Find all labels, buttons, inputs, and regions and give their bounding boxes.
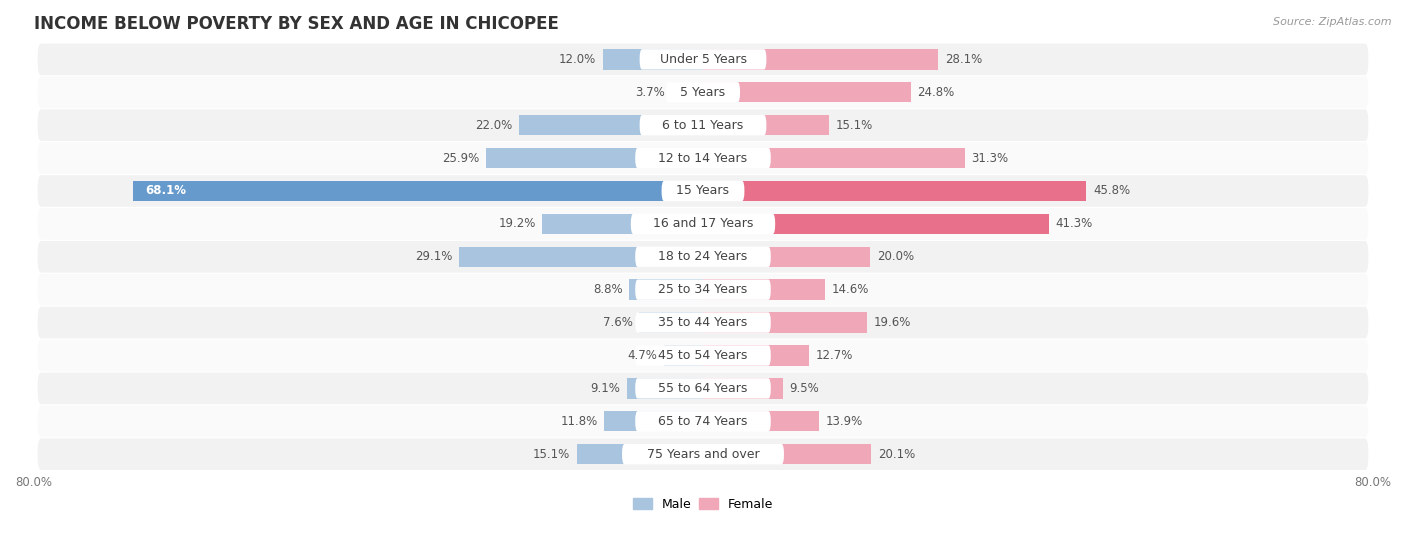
Bar [664, 345, 703, 366]
Text: 9.1%: 9.1% [591, 382, 620, 395]
Bar [134, 181, 703, 201]
FancyBboxPatch shape [38, 44, 1368, 75]
FancyBboxPatch shape [662, 181, 744, 201]
FancyBboxPatch shape [38, 340, 1368, 371]
FancyBboxPatch shape [38, 405, 1368, 437]
FancyBboxPatch shape [636, 345, 770, 366]
FancyBboxPatch shape [38, 208, 1368, 240]
Text: 15 Years: 15 Years [676, 184, 730, 197]
Text: 3.7%: 3.7% [636, 86, 665, 99]
FancyBboxPatch shape [640, 115, 766, 135]
Text: 68.1%: 68.1% [146, 184, 187, 197]
FancyBboxPatch shape [38, 274, 1368, 305]
Text: 75 Years and over: 75 Years and over [647, 448, 759, 461]
Text: 29.1%: 29.1% [415, 250, 453, 263]
FancyBboxPatch shape [666, 82, 740, 102]
Text: 15.1%: 15.1% [533, 448, 569, 461]
Bar [703, 82, 911, 102]
Bar [703, 115, 830, 135]
Text: 6 to 11 Years: 6 to 11 Years [662, 119, 744, 132]
FancyBboxPatch shape [38, 175, 1368, 207]
FancyBboxPatch shape [38, 438, 1368, 470]
Bar [703, 214, 1049, 234]
Text: Source: ZipAtlas.com: Source: ZipAtlas.com [1274, 17, 1392, 27]
FancyBboxPatch shape [631, 214, 775, 234]
Text: 15.1%: 15.1% [837, 119, 873, 132]
Text: 18 to 24 Years: 18 to 24 Years [658, 250, 748, 263]
Text: 12.0%: 12.0% [558, 53, 596, 66]
Legend: Male, Female: Male, Female [628, 492, 778, 516]
Text: 13.9%: 13.9% [825, 415, 863, 428]
Text: 5 Years: 5 Years [681, 86, 725, 99]
Bar [519, 115, 703, 135]
FancyBboxPatch shape [636, 247, 770, 267]
Text: 12 to 14 Years: 12 to 14 Years [658, 151, 748, 164]
Bar [703, 444, 872, 465]
Text: INCOME BELOW POVERTY BY SEX AND AGE IN CHICOPEE: INCOME BELOW POVERTY BY SEX AND AGE IN C… [34, 15, 558, 33]
Bar [627, 378, 703, 399]
Text: 12.7%: 12.7% [815, 349, 853, 362]
Bar [703, 49, 938, 69]
Bar [460, 247, 703, 267]
FancyBboxPatch shape [636, 148, 770, 168]
Text: 20.0%: 20.0% [877, 250, 914, 263]
FancyBboxPatch shape [636, 312, 770, 333]
Bar [640, 312, 703, 333]
Text: 11.8%: 11.8% [561, 415, 598, 428]
Text: 19.2%: 19.2% [498, 217, 536, 230]
Text: 24.8%: 24.8% [917, 86, 955, 99]
Bar [703, 181, 1087, 201]
Text: 20.1%: 20.1% [877, 448, 915, 461]
FancyBboxPatch shape [38, 142, 1368, 174]
Text: 7.6%: 7.6% [603, 316, 633, 329]
Bar [703, 411, 820, 432]
Text: 31.3%: 31.3% [972, 151, 1008, 164]
FancyBboxPatch shape [636, 378, 770, 399]
Text: Under 5 Years: Under 5 Years [659, 53, 747, 66]
Text: 25.9%: 25.9% [443, 151, 479, 164]
Text: 45 to 54 Years: 45 to 54 Years [658, 349, 748, 362]
Bar [703, 280, 825, 300]
FancyBboxPatch shape [38, 241, 1368, 273]
Bar [703, 345, 810, 366]
FancyBboxPatch shape [38, 77, 1368, 108]
Text: 8.8%: 8.8% [593, 283, 623, 296]
FancyBboxPatch shape [621, 444, 785, 465]
Bar [703, 247, 870, 267]
Bar [672, 82, 703, 102]
Text: 35 to 44 Years: 35 to 44 Years [658, 316, 748, 329]
Bar [605, 411, 703, 432]
Bar [543, 214, 703, 234]
Text: 41.3%: 41.3% [1056, 217, 1092, 230]
Bar [703, 378, 783, 399]
FancyBboxPatch shape [640, 49, 766, 69]
Text: 19.6%: 19.6% [873, 316, 911, 329]
Text: 25 to 34 Years: 25 to 34 Years [658, 283, 748, 296]
Text: 4.7%: 4.7% [627, 349, 657, 362]
Bar [630, 280, 703, 300]
Text: 22.0%: 22.0% [475, 119, 512, 132]
Text: 14.6%: 14.6% [832, 283, 869, 296]
FancyBboxPatch shape [38, 110, 1368, 141]
Bar [603, 49, 703, 69]
FancyBboxPatch shape [636, 280, 770, 300]
Text: 16 and 17 Years: 16 and 17 Years [652, 217, 754, 230]
Text: 65 to 74 Years: 65 to 74 Years [658, 415, 748, 428]
Text: 28.1%: 28.1% [945, 53, 983, 66]
Text: 9.5%: 9.5% [789, 382, 818, 395]
Bar [486, 148, 703, 168]
FancyBboxPatch shape [636, 411, 770, 432]
Bar [703, 312, 868, 333]
Bar [576, 444, 703, 465]
Text: 45.8%: 45.8% [1092, 184, 1130, 197]
Text: 55 to 64 Years: 55 to 64 Years [658, 382, 748, 395]
FancyBboxPatch shape [38, 307, 1368, 338]
Bar [703, 148, 965, 168]
FancyBboxPatch shape [38, 373, 1368, 404]
